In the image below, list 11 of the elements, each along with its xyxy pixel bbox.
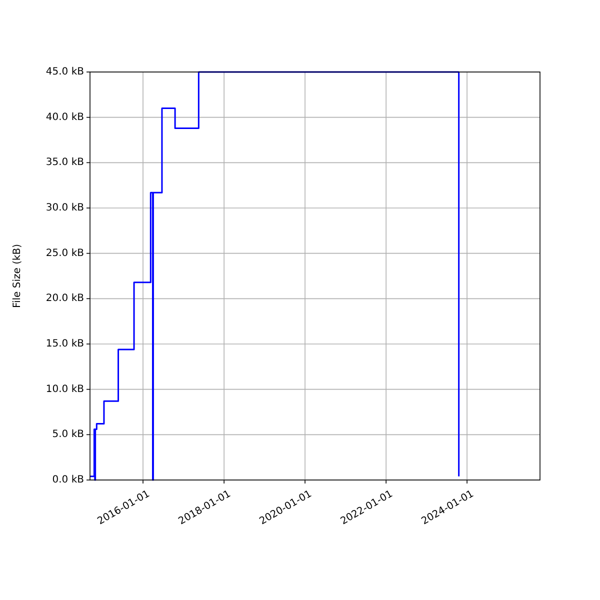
- y-tick-label: 30.0 kB: [46, 202, 84, 214]
- y-tick-label: 20.0 kB: [46, 293, 84, 304]
- y-tick-label: 5.0 kB: [52, 429, 84, 440]
- y-tick-label: 40.0 kB: [46, 112, 84, 123]
- y-tick-label: 10.0 kB: [46, 384, 84, 395]
- y-axis-title: File Size (kB): [12, 244, 23, 308]
- y-tick-label: 45.0 kB: [46, 66, 84, 78]
- y-tick-label: 0.0 kB: [52, 474, 84, 486]
- y-tick-label: 15.0 kB: [46, 338, 84, 350]
- y-tick-label: 35.0 kB: [46, 157, 84, 168]
- y-tick-label: 25.0 kB: [46, 248, 84, 259]
